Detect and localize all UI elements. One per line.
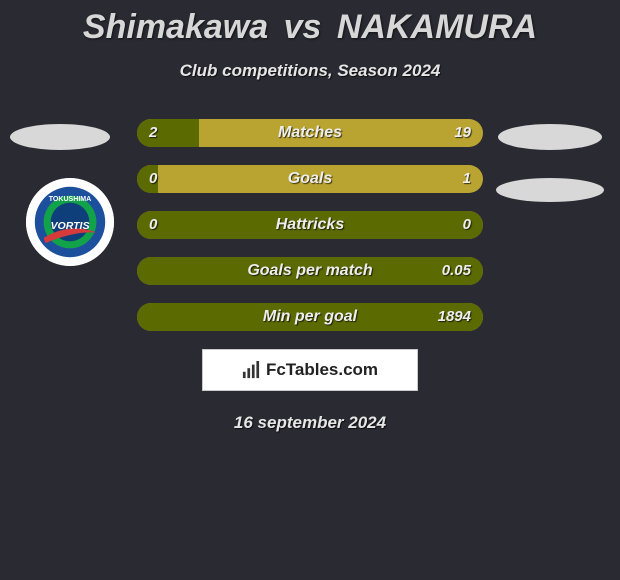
vs-label: vs [284,8,322,46]
player2-placeholder-ellipse-1 [498,124,602,150]
player2-name: NAKAMURA [337,8,537,46]
stat-bar-row: 0.05Goals per match [137,257,483,285]
stat-bar-row: 01Goals [137,165,483,193]
stat-bar-row: 219Matches [137,119,483,147]
player1-placeholder-ellipse [10,124,110,150]
club-badge-svg: TOKUSHIMA VORTIS [26,178,114,266]
badge-bottom-text: VORTIS [50,220,89,232]
bar-label: Min per goal [137,303,483,331]
bar-chart-icon [242,361,260,379]
brand-box: FcTables.com [202,349,418,391]
comparison-infographic: Shimakawa vs NAKAMURA Club competitions,… [0,0,620,580]
bar-label: Matches [137,119,483,147]
badge-top-text: TOKUSHIMA [49,196,91,203]
page-title: Shimakawa vs NAKAMURA [0,0,620,47]
club-badge: TOKUSHIMA VORTIS [26,178,114,266]
date-label: 16 september 2024 [0,413,620,433]
bar-label: Goals per match [137,257,483,285]
player1-name: Shimakawa [83,8,268,46]
stat-bar-row: 00Hattricks [137,211,483,239]
stat-bar-row: 1894Min per goal [137,303,483,331]
player2-placeholder-ellipse-2 [496,178,604,202]
brand-text: FcTables.com [266,360,378,380]
bar-label: Goals [137,165,483,193]
bar-label: Hattricks [137,211,483,239]
subtitle: Club competitions, Season 2024 [0,61,620,81]
